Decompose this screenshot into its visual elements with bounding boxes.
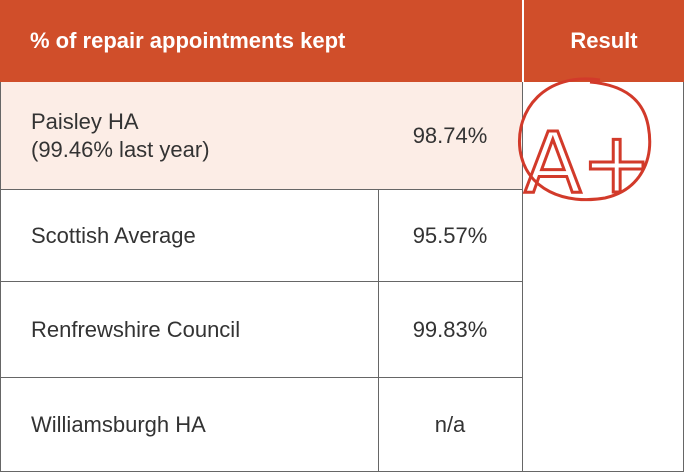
row-label: Renfrewshire Council (0, 282, 379, 378)
row-value: 98.74% (378, 82, 523, 190)
row-name: Renfrewshire Council (31, 316, 241, 342)
grade-circle (517, 77, 652, 202)
row-label: Paisley HA (99.46% last year) (0, 82, 379, 190)
row-name: Scottish Average (31, 222, 196, 248)
header-cell: Result (524, 0, 684, 82)
grade: A+ (524, 114, 652, 212)
row-value: 99.83% (378, 282, 523, 378)
row-label: Scottish Average (0, 190, 379, 282)
row-value: 95.57% (378, 190, 523, 282)
header-cell: % of repair appointments kept (0, 0, 522, 82)
row-name: Williamsburgh HA (31, 411, 206, 437)
row-name: Paisley HA (31, 108, 139, 134)
row-note: (99.46% last year) (31, 136, 210, 162)
